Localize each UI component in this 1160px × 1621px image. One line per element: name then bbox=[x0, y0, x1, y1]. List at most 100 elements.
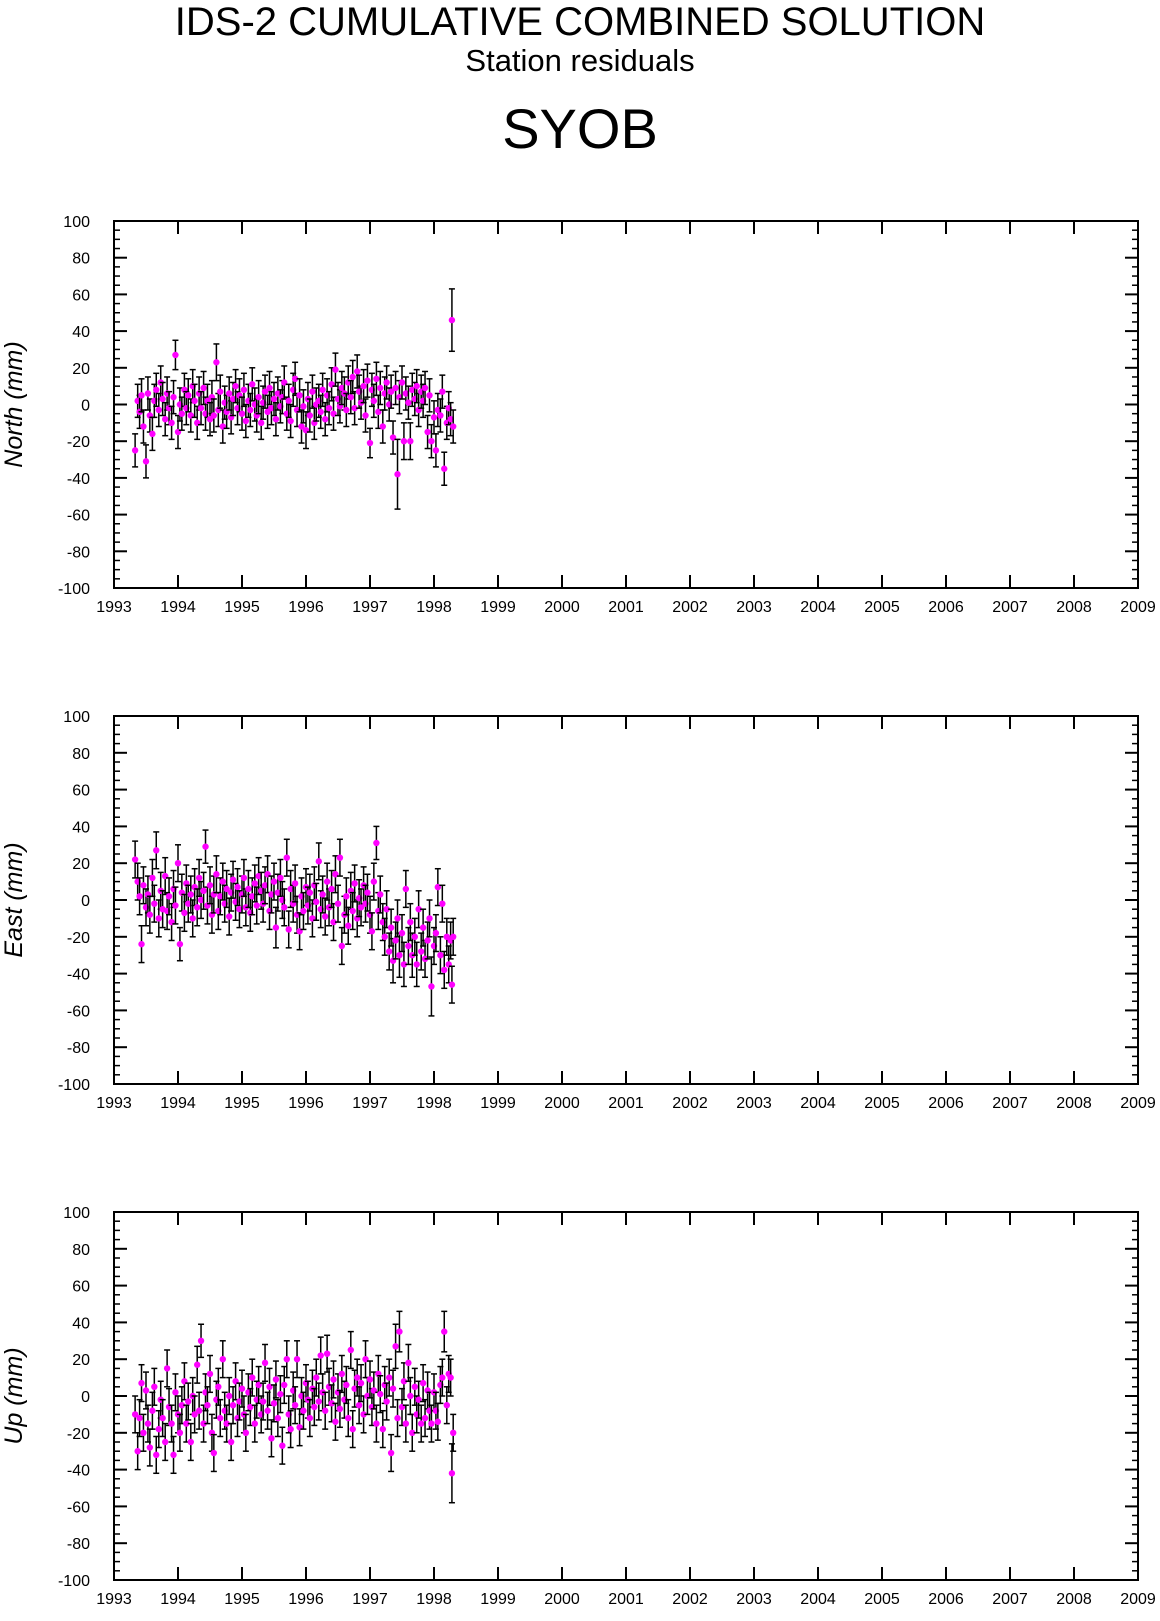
east-plot-frame bbox=[113, 715, 1139, 1085]
east-data-point bbox=[370, 862, 378, 901]
east-data-point bbox=[334, 884, 342, 923]
up-x-tick-label: 2006 bbox=[928, 1591, 964, 1608]
up-data-point bbox=[409, 1413, 416, 1452]
east-data-point bbox=[386, 932, 393, 971]
east-data-point bbox=[387, 908, 395, 947]
east-x-tick-label: 2009 bbox=[1120, 1095, 1156, 1112]
up-data-point bbox=[176, 1413, 184, 1452]
east-data-point bbox=[389, 937, 397, 984]
north-data-point bbox=[426, 378, 433, 413]
up-data-point bbox=[146, 1428, 154, 1467]
up-data-point bbox=[291, 1386, 299, 1425]
north-data-point bbox=[428, 423, 435, 459]
north-data-point bbox=[144, 376, 152, 411]
north-data-point bbox=[383, 365, 390, 400]
up-x-tick-label: 2000 bbox=[544, 1591, 580, 1608]
up-data-point bbox=[362, 1340, 369, 1379]
north-data-point bbox=[424, 414, 431, 450]
up-data-point bbox=[270, 1384, 278, 1423]
up-x-tick-label: 2001 bbox=[608, 1591, 644, 1608]
up-data-point bbox=[219, 1340, 226, 1379]
north-data-point bbox=[405, 385, 412, 420]
north-data-point bbox=[210, 398, 218, 433]
up-y-tick-label: 80 bbox=[72, 1242, 90, 1259]
north-data-point bbox=[437, 398, 444, 433]
north-x-tick-label: 2007 bbox=[992, 599, 1028, 616]
north-data-point bbox=[338, 370, 346, 406]
east-data-point bbox=[283, 838, 290, 877]
east-x-tick-label: 1998 bbox=[416, 1095, 452, 1112]
east-data-point bbox=[226, 897, 233, 936]
north-data-point bbox=[398, 365, 406, 400]
east-data-point bbox=[270, 862, 278, 901]
north-y-tick-label: 20 bbox=[72, 361, 90, 378]
up-data-point bbox=[142, 1371, 150, 1410]
up-x-tick-label: 1999 bbox=[480, 1591, 516, 1608]
up-data-point bbox=[322, 1391, 329, 1430]
east-data-point bbox=[315, 842, 322, 881]
north-x-tick-label: 1999 bbox=[480, 599, 516, 616]
up-data-point bbox=[396, 1310, 403, 1353]
up-x-tick-label: 1997 bbox=[352, 1591, 388, 1608]
up-data-point bbox=[441, 1310, 448, 1353]
north-data-point bbox=[300, 389, 307, 424]
up-data-point bbox=[450, 1413, 457, 1452]
up-x-tick-label: 2009 bbox=[1120, 1591, 1156, 1608]
east-data-point bbox=[323, 862, 331, 901]
up-data-point bbox=[162, 1422, 169, 1462]
east-data-point bbox=[351, 864, 358, 903]
north-data-point bbox=[347, 379, 354, 415]
up-data-point bbox=[194, 1345, 201, 1384]
up-x-tick-label: 2002 bbox=[672, 1591, 708, 1608]
north-data-point bbox=[178, 396, 186, 431]
up-y-tick-label: 0 bbox=[81, 1389, 90, 1406]
up-y-tick-label: 40 bbox=[72, 1315, 90, 1332]
north-data-point bbox=[258, 405, 265, 441]
north-y-tick-label: 40 bbox=[72, 324, 90, 341]
up-data-point bbox=[272, 1360, 280, 1399]
north-x-tick-label: 1994 bbox=[160, 599, 196, 616]
up-data-point bbox=[261, 1343, 269, 1383]
up-data-point bbox=[336, 1389, 344, 1429]
east-data-point bbox=[432, 913, 440, 953]
east-y-tick-label: -40 bbox=[67, 967, 90, 984]
north-data-point bbox=[159, 381, 166, 417]
up-data-point bbox=[131, 1395, 139, 1434]
up-data-point bbox=[419, 1363, 427, 1403]
east-x-tick-label: 1995 bbox=[224, 1095, 260, 1112]
north-data-point bbox=[379, 409, 386, 444]
north-data-point bbox=[217, 374, 224, 409]
up-data-point bbox=[195, 1391, 203, 1430]
east-data-point bbox=[354, 899, 361, 938]
north-data-point bbox=[187, 398, 194, 433]
north-x-tick-label: 1998 bbox=[416, 599, 452, 616]
up-data-point bbox=[379, 1409, 386, 1449]
east-data-point bbox=[185, 884, 192, 923]
east-data-point bbox=[272, 906, 280, 949]
east-panel: 100 80 60 40 20 0 -20 -40 -60 -80 -100 1993 1994 1995… bbox=[0, 709, 1156, 1112]
east-x-tick-label: 2000 bbox=[544, 1095, 580, 1112]
east-data-point bbox=[277, 858, 284, 898]
up-data-point bbox=[138, 1363, 145, 1403]
north-data-point bbox=[394, 438, 401, 510]
up-y-tick-label: -80 bbox=[67, 1536, 90, 1553]
up-data-point bbox=[347, 1330, 354, 1370]
east-data-point bbox=[434, 867, 442, 907]
north-x-tick-label: 1993 bbox=[96, 599, 132, 616]
up-x-tick-label: 1996 bbox=[288, 1591, 324, 1608]
up-x-tick-label: 2003 bbox=[736, 1591, 772, 1608]
east-data-point bbox=[364, 873, 371, 912]
east-y-tick-label: 60 bbox=[72, 783, 90, 800]
north-data-point bbox=[377, 370, 384, 406]
north-x-tick-label: 2000 bbox=[544, 599, 580, 616]
east-x-tick-label: 2005 bbox=[864, 1095, 900, 1112]
north-x-tick-label: 1995 bbox=[224, 599, 260, 616]
chart-subtitle: Station residuals bbox=[465, 43, 695, 78]
east-x-tick-label: 1997 bbox=[352, 1095, 388, 1112]
up-data-point bbox=[163, 1349, 171, 1388]
east-x-tick-label: 2004 bbox=[800, 1095, 836, 1112]
up-x-tick-label: 1994 bbox=[160, 1591, 196, 1608]
up-data-point bbox=[217, 1398, 224, 1438]
up-data-point bbox=[300, 1391, 307, 1430]
